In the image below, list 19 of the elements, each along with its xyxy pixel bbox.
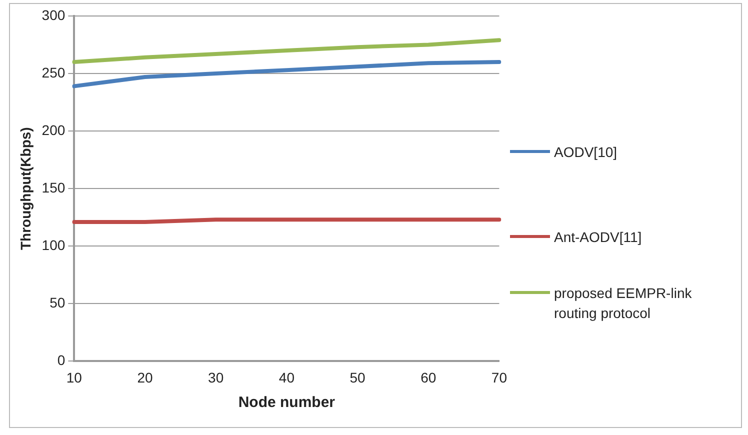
- x-axis-title: Node number: [238, 394, 336, 412]
- y-tick-label: 150: [42, 179, 66, 196]
- y-tick-label: 0: [57, 352, 66, 368]
- legend-label: AODV[10]: [554, 143, 618, 162]
- y-tick-label: 100: [42, 236, 66, 253]
- x-tick-label: 20: [137, 369, 153, 386]
- legend-label: Ant-AODV[11]: [554, 228, 643, 247]
- y-tick-label: 200: [42, 122, 66, 138]
- y-tick-label: 250: [42, 64, 66, 80]
- x-tick-label: 10: [66, 369, 82, 386]
- x-tick-label: 60: [420, 369, 436, 386]
- y-tick-label: 50: [50, 294, 66, 311]
- y-axis-title: Throughput(Kbps): [17, 127, 34, 250]
- x-tick-label: 50: [350, 369, 366, 386]
- x-tick-label: 70: [491, 369, 508, 386]
- y-tick-label: 300: [42, 6, 66, 23]
- x-tick-label: 30: [208, 369, 224, 386]
- x-tick-label: 40: [278, 369, 295, 386]
- legend-label: proposed EEMPR-link routing protocol: [554, 284, 693, 323]
